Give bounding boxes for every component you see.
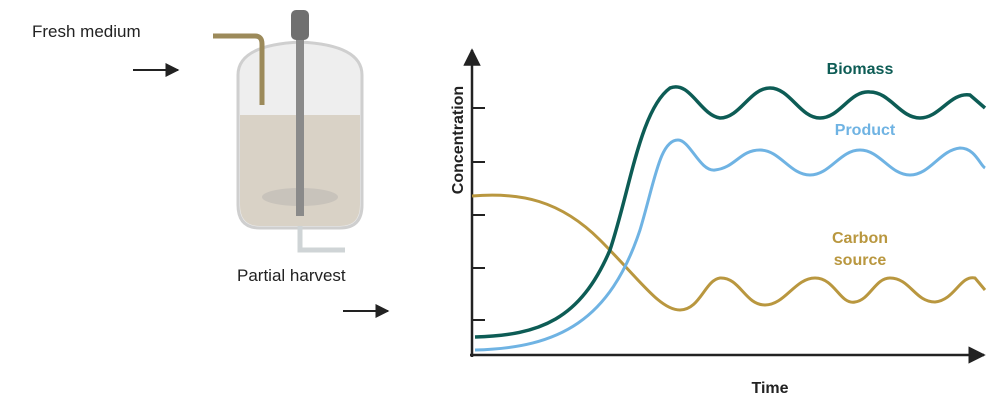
inlet-label: Fresh medium [32,22,141,41]
bioreactor [213,10,364,253]
product-curve [474,138,986,352]
x-axis-label: Time [751,380,788,397]
outlet-label: Partial harvest [237,266,346,285]
curve-label: Product [834,122,896,139]
biomass-curve [474,85,987,339]
curve-label: Carbon source [832,230,888,269]
axis-ticks [472,107,485,321]
curve-label: Biomass [826,61,894,78]
carbon-curve [471,193,987,312]
y-axis-label: Concentration [450,86,467,194]
